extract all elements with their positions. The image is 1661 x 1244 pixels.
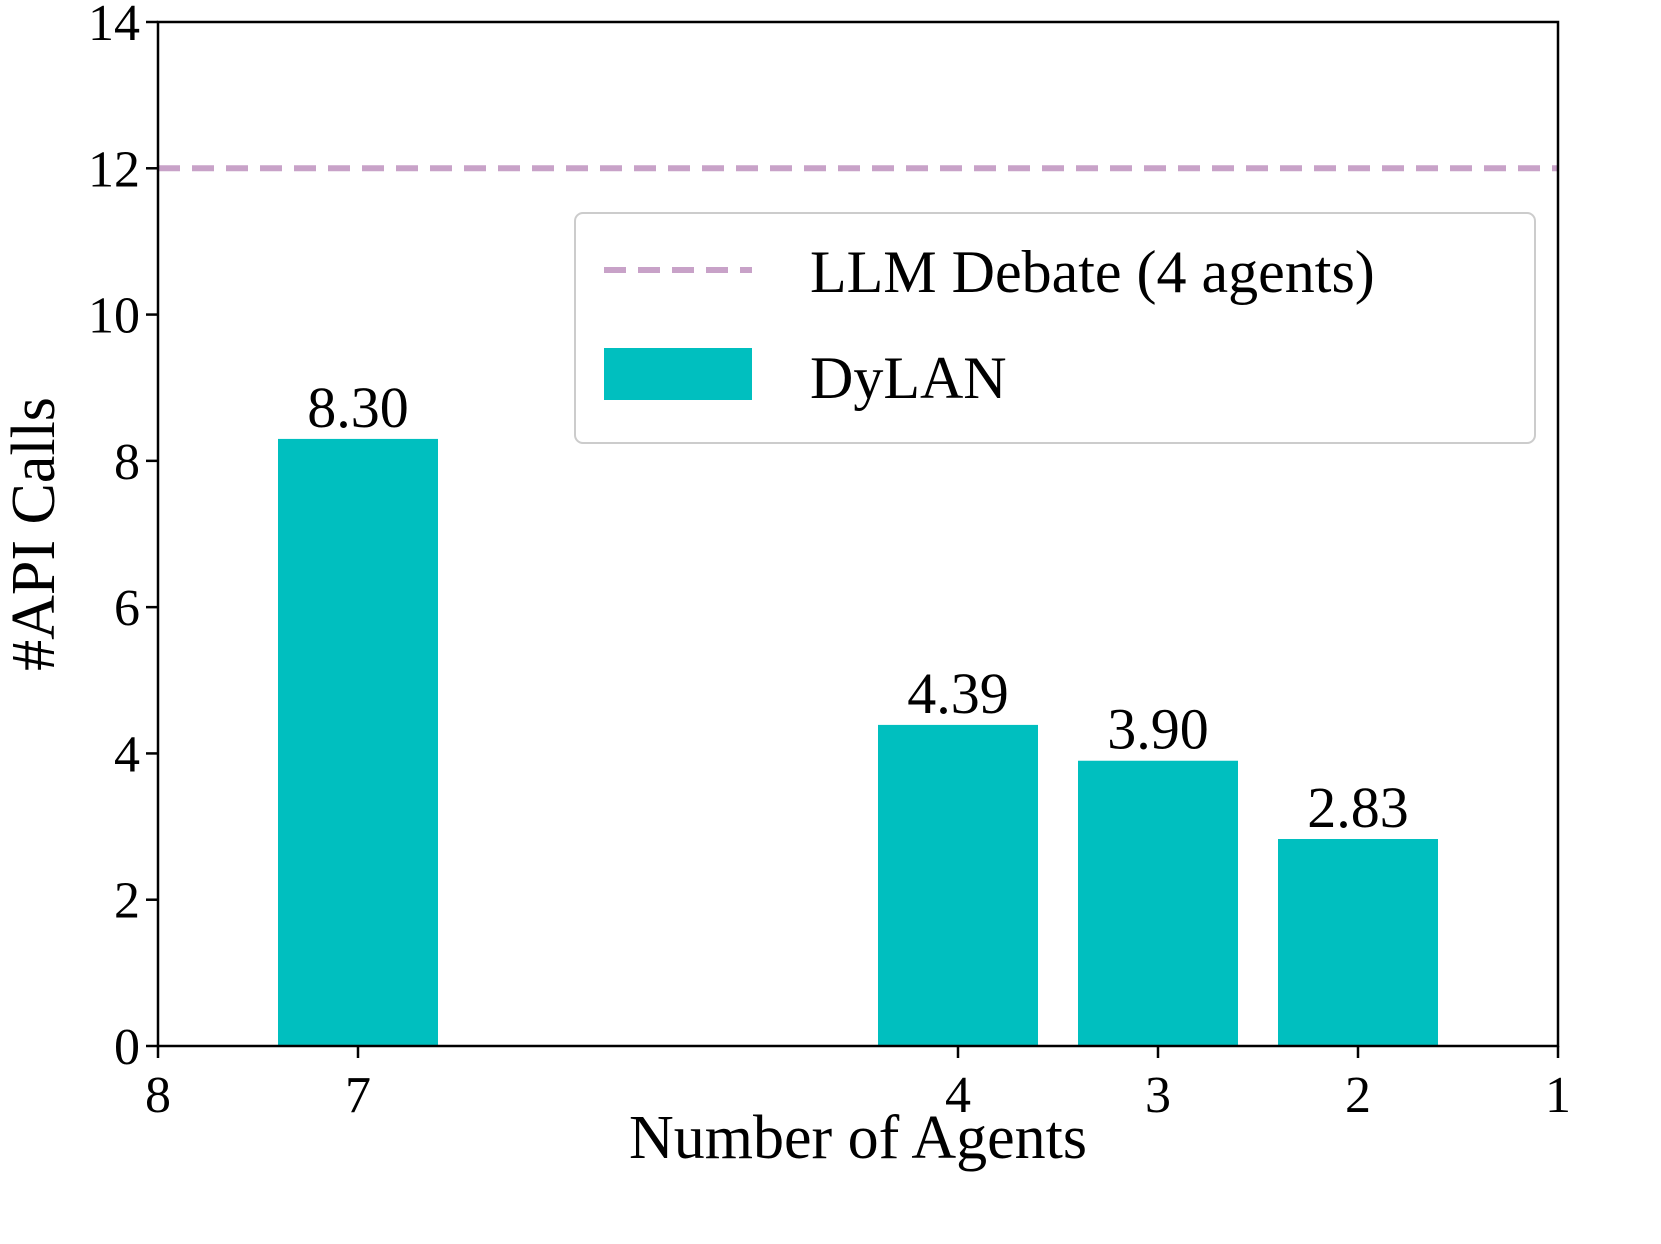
x-axis-title: Number of Agents: [629, 1104, 1087, 1172]
bar-labels-group: 8.30 4.39 3.90 2.83: [307, 375, 1409, 840]
x-tick-label-4: 4: [945, 1067, 971, 1124]
x-tick-label-7: 7: [345, 1067, 371, 1124]
bars-group: [278, 438, 1438, 1046]
bar-agents-7: [278, 438, 438, 1046]
bar-agents-2: [1278, 839, 1438, 1046]
bar-value-label-3: 3.90: [1107, 697, 1209, 762]
y-axis-title: #API Calls: [0, 397, 68, 671]
y-tick-label-4: 4: [114, 726, 140, 783]
axes-group: 0 2 4 6 8 10 12 14 8 7 4 3 2 1: [88, 0, 1571, 1124]
x-tick-label-1: 1: [1545, 1067, 1571, 1124]
bar-value-label-7: 8.30: [307, 375, 409, 440]
y-tick-label-0: 0: [114, 1019, 140, 1076]
legend-swatch-dylan: [604, 348, 752, 400]
x-tick-label-2: 2: [1345, 1067, 1371, 1124]
y-tick-label-10: 10: [88, 288, 140, 345]
y-tick-label-14: 14: [88, 0, 140, 52]
bar-agents-4: [878, 724, 1038, 1046]
y-tick-label-8: 8: [114, 434, 140, 491]
x-tick-label-8: 8: [145, 1067, 171, 1124]
bar-value-label-2: 2.83: [1307, 775, 1409, 840]
plot-frame: [156, 20, 1560, 1048]
legend-label-dylan: DyLAN: [810, 345, 1007, 411]
x-tick-label-3: 3: [1145, 1067, 1171, 1124]
y-tick-label-2: 2: [114, 873, 140, 930]
y-tick-label-6: 6: [114, 580, 140, 637]
y-tick-label-12: 12: [88, 141, 140, 198]
bar-agents-3: [1078, 760, 1238, 1046]
legend: LLM Debate (4 agents) DyLAN: [574, 212, 1536, 444]
legend-label-llm-debate: LLM Debate (4 agents): [810, 239, 1375, 305]
bar-value-label-4: 4.39: [907, 661, 1009, 726]
legend-frame: [574, 212, 1536, 444]
